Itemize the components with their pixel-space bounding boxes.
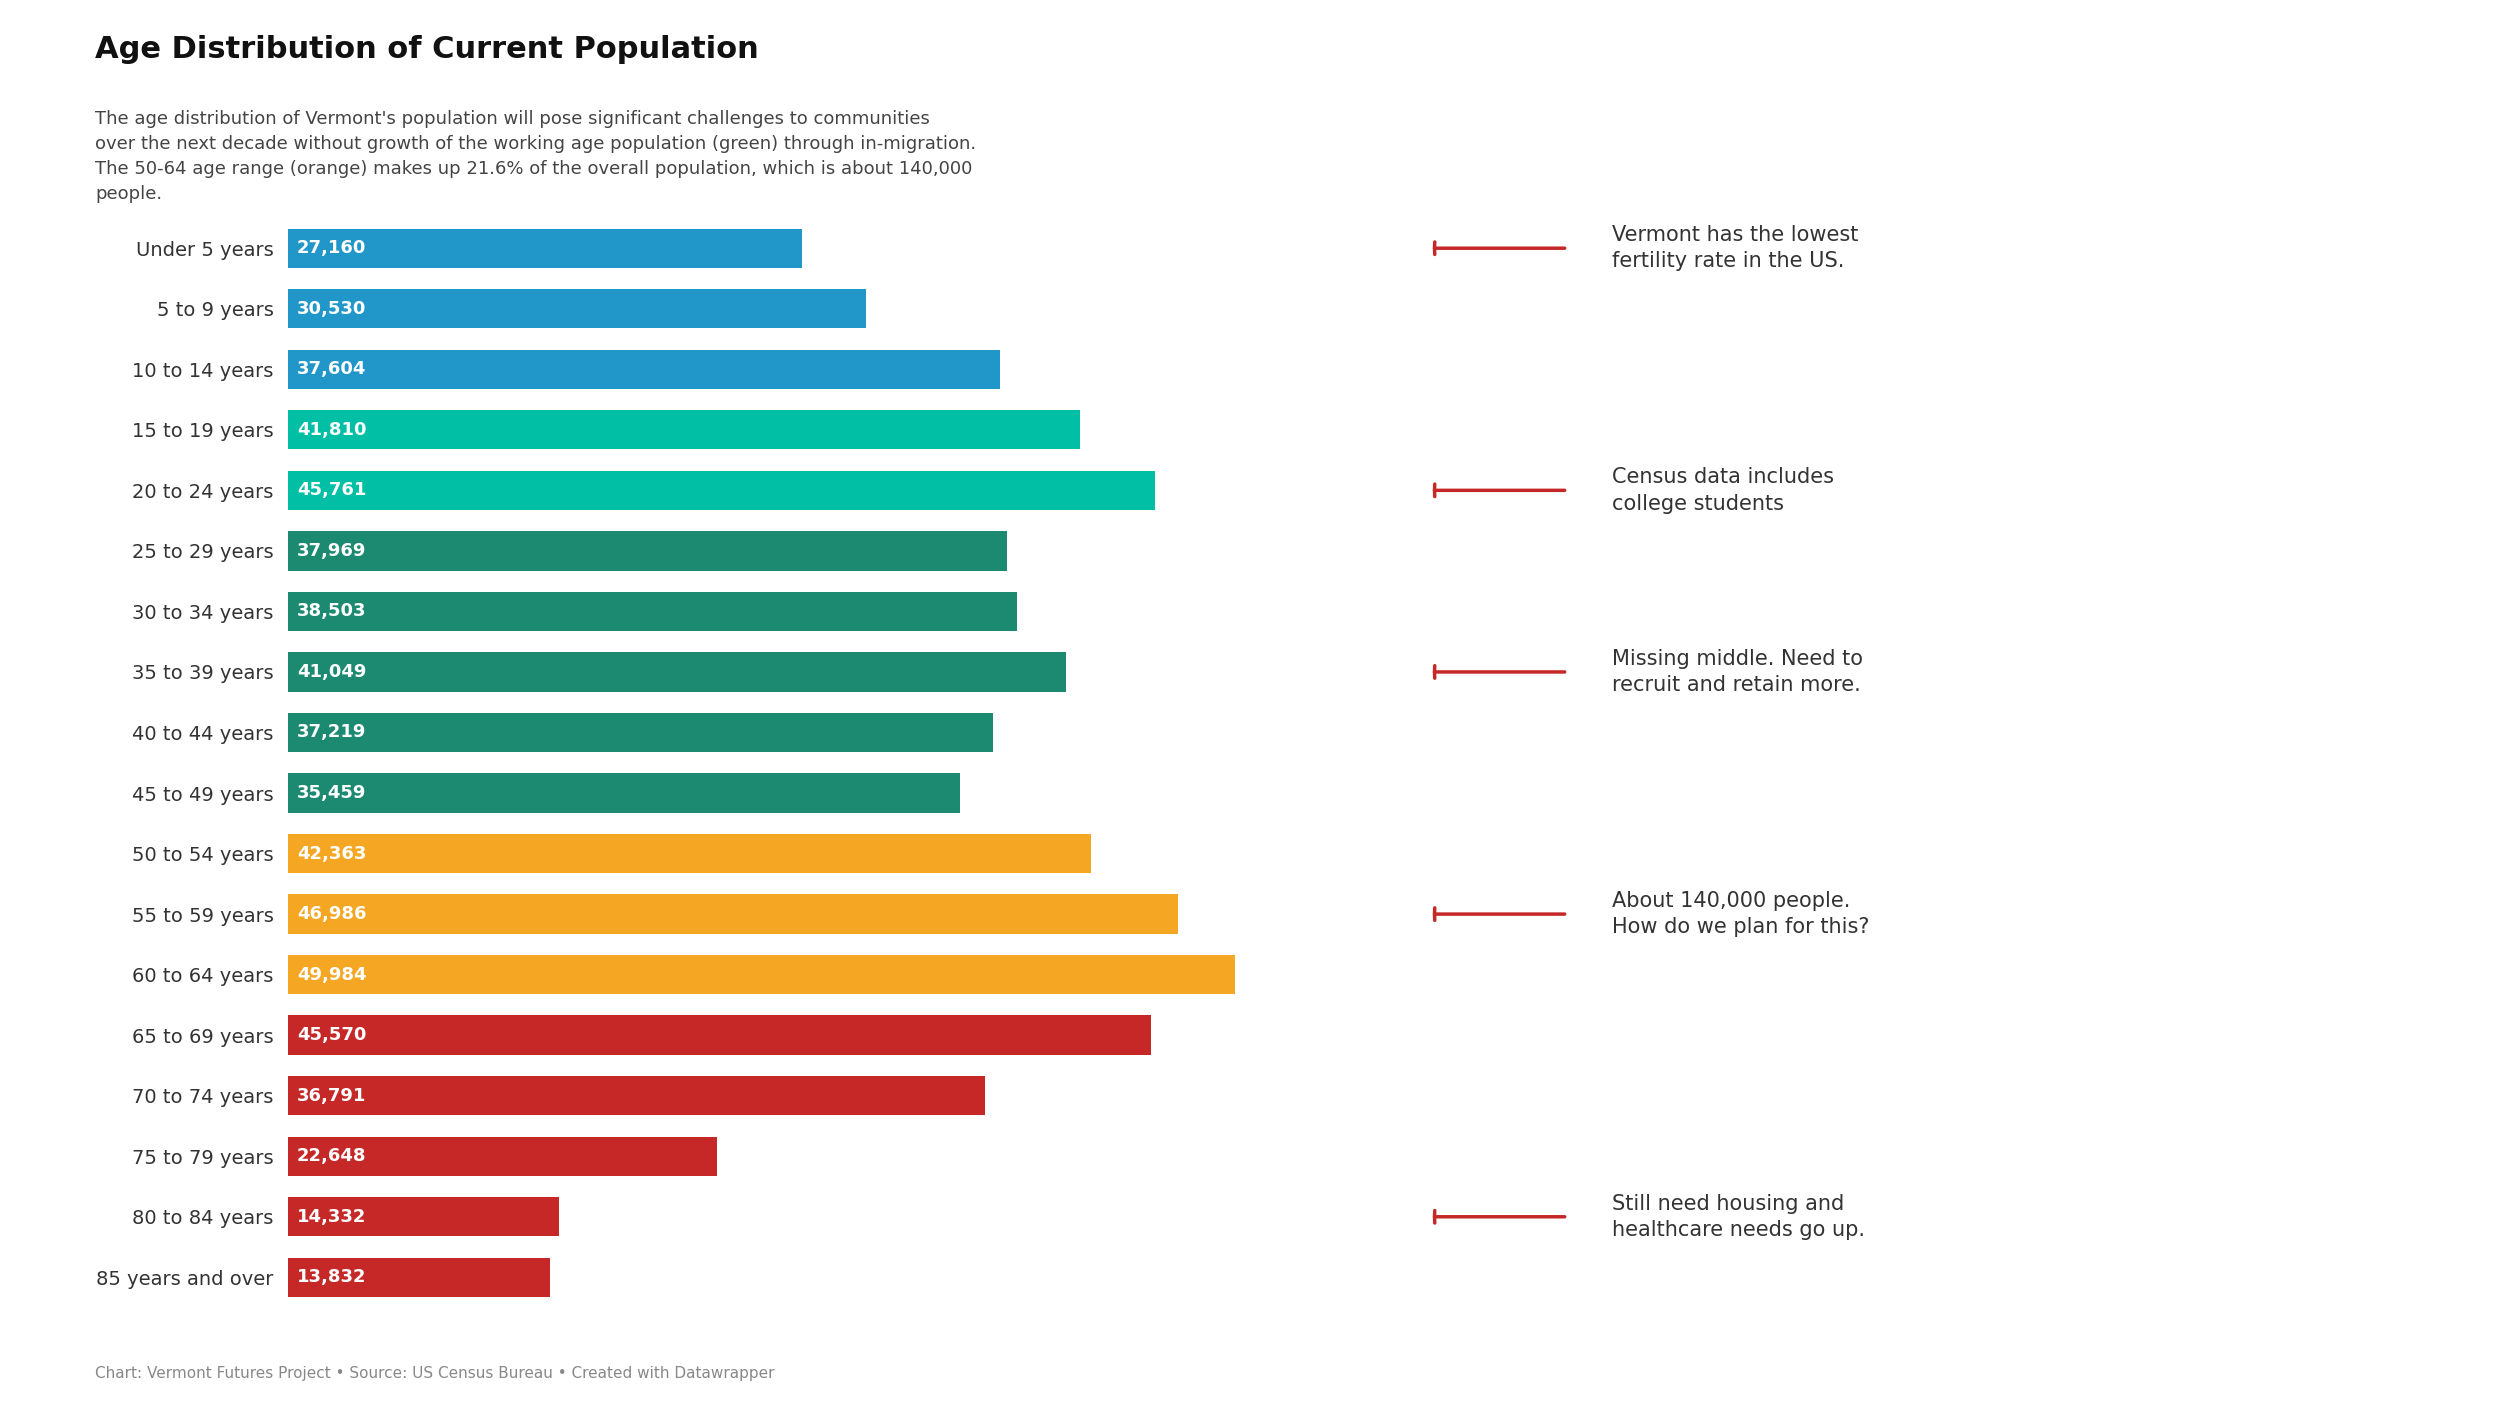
Bar — [288, 955, 1235, 994]
Text: Age Distribution of Current Population: Age Distribution of Current Population — [95, 35, 760, 65]
Bar — [288, 894, 1178, 934]
Text: 38,503: 38,503 — [298, 602, 368, 620]
Text: 37,604: 37,604 — [298, 360, 368, 378]
Text: 46,986: 46,986 — [298, 905, 368, 924]
Text: About 140,000 people.
How do we plan for this?: About 140,000 people. How do we plan for… — [1612, 891, 1870, 938]
Text: Vermont has the lowest
fertility rate in the US.: Vermont has the lowest fertility rate in… — [1612, 225, 1860, 271]
Bar — [288, 652, 1065, 692]
Bar — [288, 471, 1155, 510]
Text: 37,969: 37,969 — [298, 541, 368, 560]
Bar — [288, 411, 1080, 450]
Bar — [288, 350, 1000, 389]
Text: 13,832: 13,832 — [298, 1268, 368, 1286]
Bar — [288, 834, 1090, 873]
Text: Census data includes
college students: Census data includes college students — [1612, 467, 1835, 513]
Text: 14,332: 14,332 — [298, 1208, 368, 1226]
Bar — [288, 773, 960, 813]
Bar — [288, 229, 802, 269]
Text: 22,648: 22,648 — [298, 1147, 368, 1166]
Text: 49,984: 49,984 — [298, 966, 368, 984]
Bar — [288, 290, 868, 329]
Text: 45,761: 45,761 — [298, 481, 368, 499]
Text: 30,530: 30,530 — [298, 299, 368, 318]
Bar — [288, 1257, 550, 1296]
Bar — [288, 592, 1018, 631]
Text: 36,791: 36,791 — [298, 1087, 368, 1105]
Bar — [288, 1015, 1152, 1054]
Text: 35,459: 35,459 — [298, 785, 368, 801]
Text: Still need housing and
healthcare needs go up.: Still need housing and healthcare needs … — [1612, 1194, 1865, 1240]
Bar — [288, 531, 1008, 571]
Text: 41,810: 41,810 — [298, 420, 368, 439]
Bar — [288, 713, 993, 752]
Text: 41,049: 41,049 — [298, 664, 368, 681]
Text: 45,570: 45,570 — [298, 1026, 368, 1045]
Text: 37,219: 37,219 — [298, 724, 368, 741]
Text: 27,160: 27,160 — [298, 239, 368, 257]
Text: 42,363: 42,363 — [298, 845, 368, 862]
Text: The age distribution of Vermont's population will pose significant challenges to: The age distribution of Vermont's popula… — [95, 110, 975, 202]
Text: Missing middle. Need to
recruit and retain more.: Missing middle. Need to recruit and reta… — [1612, 648, 1862, 695]
Bar — [288, 1136, 718, 1175]
Bar — [288, 1197, 560, 1236]
Bar — [288, 1076, 985, 1115]
Text: Chart: Vermont Futures Project • Source: US Census Bureau • Created with Datawra: Chart: Vermont Futures Project • Source:… — [95, 1365, 775, 1381]
